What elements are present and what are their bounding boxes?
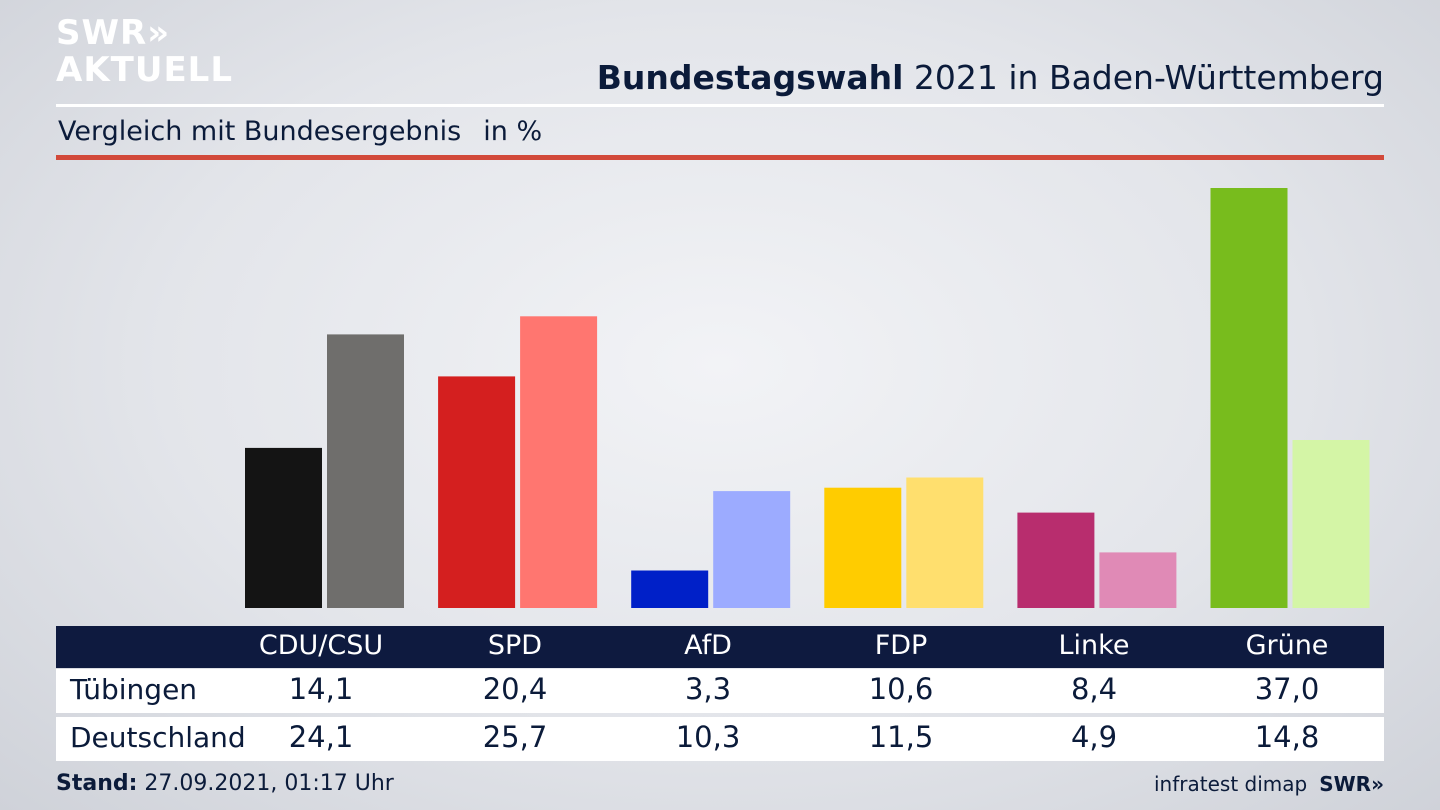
- title-rest: 2021 in Baden-Württemberg: [903, 58, 1384, 97]
- bar-afd-deutschland: [713, 491, 791, 608]
- stand-label: Stand:: [56, 771, 138, 796]
- bar-cdu-csu-deutschland: [327, 334, 404, 608]
- party-label-linke: Linke: [1058, 630, 1130, 661]
- row-label-tuebingen: Tübingen: [70, 673, 198, 706]
- chart-subtitle: Vergleich mit Bundesergebnis in %: [58, 116, 542, 147]
- subtitle-text: Vergleich mit Bundesergebnis: [58, 116, 462, 147]
- logo-aktuell-text: AKTUELL: [56, 50, 234, 90]
- swr-footer-logo: SWR»: [1319, 772, 1384, 796]
- party-label-spd: SPD: [487, 630, 543, 661]
- bar-gruene-tuebingen: [1210, 188, 1288, 608]
- value-deutschland-afd: 10,3: [675, 720, 741, 754]
- party-label-cdu-csu: CDU/CSU: [258, 630, 384, 661]
- subtitle-unit: in %: [483, 116, 543, 147]
- bar-gruene-deutschland: [1292, 440, 1370, 608]
- page-title: Bundestagswahl 2021 in Baden-Württemberg: [597, 58, 1384, 97]
- value-deutschland-cdu-csu: 24,1: [288, 720, 354, 754]
- stand-value: 27.09.2021, 01:17 Uhr: [137, 771, 394, 796]
- value-deutschland-spd: 25,7: [482, 720, 548, 754]
- value-deutschland-gruene: 14,8: [1254, 720, 1320, 754]
- bar-linke-tuebingen: [1017, 512, 1095, 608]
- table-header-row: CDU/CSU SPD AfD FDP Linke Grüne: [56, 626, 1384, 668]
- value-tuebingen-cdu-csu: 14,1: [288, 672, 354, 706]
- value-tuebingen-gruene: 37,0: [1254, 672, 1320, 706]
- bar-spd-deutschland: [520, 316, 598, 608]
- accent-divider: [56, 155, 1384, 160]
- row-label-deutschland: Deutschland: [70, 721, 246, 754]
- bar-linke-deutschland: [1099, 552, 1177, 608]
- table-row-tuebingen: Tübingen 14,1 20,4 3,3 10,6 8,4 37,0: [56, 669, 1384, 713]
- logo-swr-text: SWR: [56, 13, 148, 53]
- bar-cdu-csu-tuebingen: [245, 447, 322, 608]
- bar-fdp-tuebingen: [824, 487, 902, 608]
- bar-fdp-deutschland: [906, 477, 984, 608]
- value-deutschland-fdp: 11,5: [868, 720, 934, 754]
- source-credit: infratest dimap SWR»: [1154, 772, 1384, 796]
- value-tuebingen-linke: 8,4: [1070, 672, 1118, 706]
- title-bold: Bundestagswahl: [596, 58, 904, 97]
- bar-afd-tuebingen: [631, 570, 709, 608]
- bar-chart: [245, 188, 1370, 608]
- table-row-deutschland: Deutschland 24,1 25,7 10,3 11,5 4,9 14,8: [56, 717, 1384, 761]
- bar-spd-tuebingen: [438, 376, 516, 608]
- title-divider: [56, 104, 1384, 107]
- party-label-gruene: Grüne: [1245, 630, 1329, 661]
- source-text: infratest dimap: [1154, 772, 1308, 796]
- swr-aktuell-logo: SWR›› AKTUELL: [56, 16, 233, 87]
- value-deutschland-linke: 4,9: [1070, 720, 1118, 754]
- value-tuebingen-fdp: 10,6: [868, 672, 934, 706]
- timestamp: Stand: 27.09.2021, 01:17 Uhr: [56, 771, 394, 796]
- value-tuebingen-spd: 20,4: [482, 672, 548, 706]
- party-label-afd: AfD: [684, 630, 732, 661]
- party-label-fdp: FDP: [874, 630, 928, 661]
- value-tuebingen-afd: 3,3: [684, 672, 732, 706]
